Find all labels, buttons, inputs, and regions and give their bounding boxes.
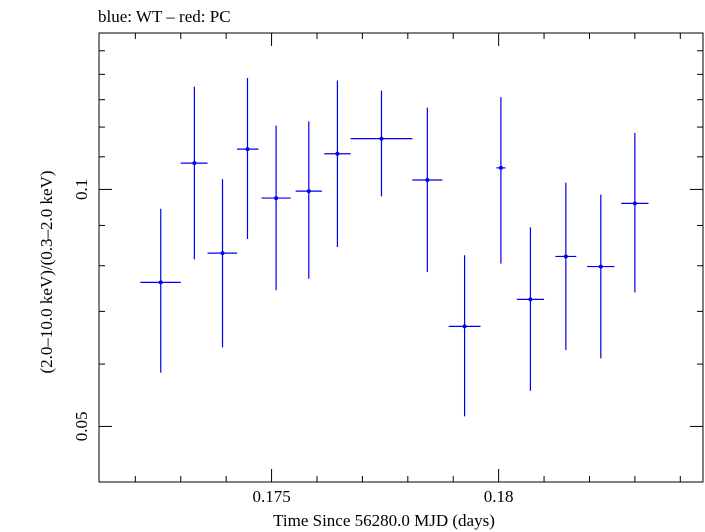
data-point — [496, 97, 506, 264]
data-point — [140, 208, 181, 373]
y-tick-label: 0.05 — [72, 412, 91, 442]
x-tick-label: 0.18 — [484, 487, 514, 506]
data-point — [448, 255, 481, 417]
data-point — [295, 121, 322, 279]
point-marker — [425, 177, 430, 182]
chart-title: blue: WT – red: PC — [98, 7, 231, 26]
y-axis-label: (2.0–10.0 keV)/(0.3–2.0 keV) — [37, 170, 56, 373]
y-tick-label: 0.1 — [72, 179, 91, 200]
point-marker — [563, 254, 568, 259]
axis-ticks — [99, 33, 703, 482]
data-point — [180, 86, 208, 260]
point-marker — [274, 196, 279, 201]
point-marker — [158, 280, 163, 285]
data-point — [261, 125, 291, 291]
data-point — [207, 179, 238, 348]
data-series — [140, 78, 649, 417]
point-marker — [245, 147, 250, 152]
point-marker — [528, 297, 533, 302]
data-point — [555, 182, 577, 351]
data-point — [621, 132, 649, 293]
point-marker — [598, 264, 603, 269]
point-marker — [462, 324, 467, 329]
point-marker — [220, 251, 225, 256]
data-point — [350, 90, 413, 197]
data-point — [324, 80, 351, 248]
x-axis-label: Time Since 56280.0 MJD (days) — [273, 511, 495, 530]
data-point — [587, 194, 615, 359]
point-marker — [192, 161, 197, 166]
point-marker — [335, 151, 340, 156]
tick-labels: 0.175 0.18 0.05 0.1 — [72, 179, 514, 506]
point-marker — [379, 136, 384, 141]
plot-frame — [98, 32, 704, 483]
point-marker — [498, 165, 503, 170]
point-marker — [632, 201, 637, 206]
data-point — [516, 227, 545, 391]
point-marker — [306, 189, 311, 194]
x-tick-label: 0.175 — [252, 487, 290, 506]
data-point — [412, 107, 443, 273]
data-point — [237, 78, 259, 240]
